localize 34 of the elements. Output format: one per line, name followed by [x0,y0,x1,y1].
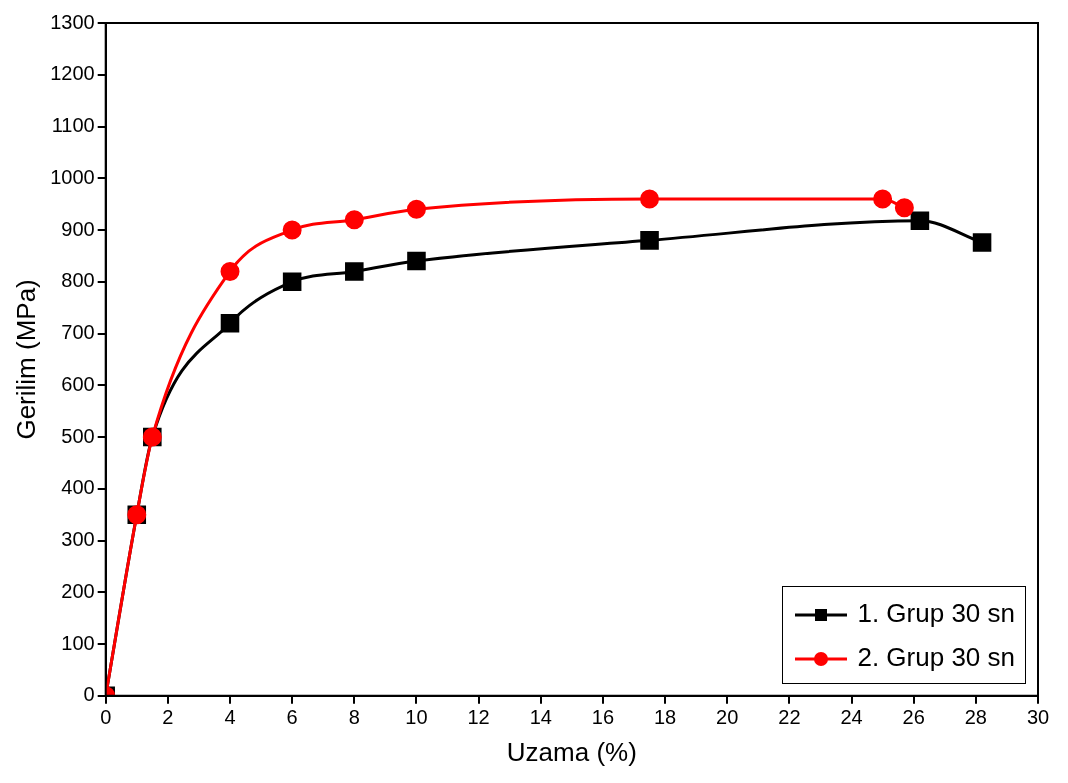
y-tick-label: 1100 [51,114,95,137]
y-tick-label: 700 [61,321,95,344]
y-tick-label: 400 [61,476,95,499]
x-tick-label: 2 [162,706,174,729]
y-axis-title: Gerilim (MPa) [10,279,41,440]
y-tick-label: 1000 [50,165,95,188]
y-tick-label: 0 [83,683,95,706]
y-tick-label: 1200 [50,62,95,85]
y-tick-label: 600 [61,372,95,395]
y-tick-label: 800 [61,269,95,292]
legend-label: 1. Grup 30 sn [857,597,1015,628]
x-tick-label: 14 [529,706,552,729]
y-tick-label: 300 [61,528,95,551]
legend-label: 2. Grup 30 sn [857,641,1015,672]
x-tick-label: 24 [840,706,863,729]
x-tick-label: 0 [100,706,112,729]
x-tick-label: 8 [348,706,360,729]
x-tick-label: 4 [224,706,236,729]
y-tick-label: 500 [61,424,95,447]
y-tick-label: 100 [61,631,95,654]
x-tick-label: 10 [405,706,428,729]
x-tick-label: 22 [778,706,801,729]
x-tick-label: 18 [653,706,677,729]
x-tick-label: 20 [716,706,739,729]
x-axis-title: Uzama (%) [506,736,637,767]
x-tick-label: 16 [591,706,615,729]
x-tick-label: 6 [286,706,298,729]
x-tick-label: 30 [1026,706,1050,729]
x-tick-label: 26 [902,706,925,729]
x-tick-label: 12 [467,706,490,729]
y-tick-label: 1300 [50,10,95,33]
x-tick-label: 28 [964,706,987,729]
y-tick-label: 900 [61,217,95,240]
y-tick-label: 200 [61,579,95,602]
